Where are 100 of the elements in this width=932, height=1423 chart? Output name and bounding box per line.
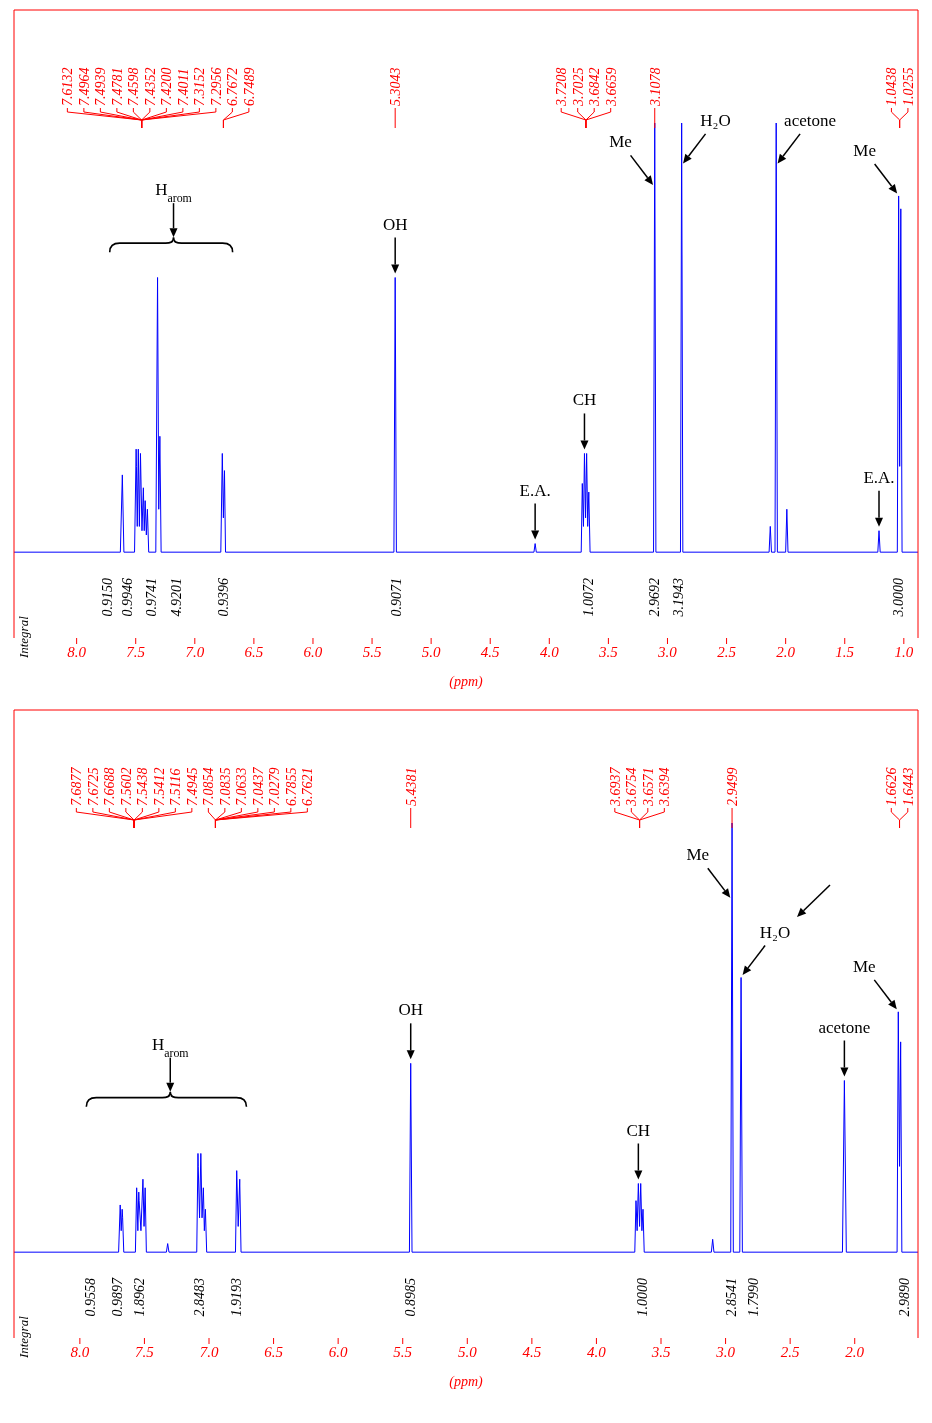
text: 5.4381 [403, 767, 419, 806]
text: 3.6394 [657, 767, 673, 807]
text: 7.4200 [159, 67, 175, 106]
text: 3.1943 [671, 577, 687, 618]
x-tick-label: 2.0 [845, 1343, 865, 1360]
x-tick-label: 4.5 [522, 1343, 542, 1360]
x-tick-label: 2.5 [780, 1343, 801, 1360]
text: 3.7025 [570, 67, 586, 107]
x-tick-label: 5.0 [421, 643, 442, 660]
text: 1.0438 [884, 67, 900, 106]
text: 3.6754 [624, 767, 640, 807]
text: 1.0000 [634, 1277, 650, 1317]
x-tick-label: 1.0 [894, 643, 914, 660]
x-tick-label: 6.0 [303, 643, 323, 660]
text: 6.7621 [300, 767, 316, 806]
text: 1.6626 [884, 767, 900, 806]
text: 3.7208 [554, 67, 570, 107]
text: 0.9897 [110, 1276, 126, 1317]
text: 5.3043 [388, 67, 404, 106]
x-tick-label: 4.0 [539, 643, 560, 660]
text: 1.0255 [900, 67, 916, 106]
text: 0.9396 [216, 577, 232, 617]
x-tick-label: 3.0 [657, 643, 678, 660]
x-tick-label: 7.0 [199, 1343, 219, 1360]
x-tick-label: 4.5 [480, 643, 501, 660]
annotation: OH [398, 1000, 423, 1020]
text: 7.5116 [168, 768, 184, 806]
text: 7.0835 [217, 767, 233, 806]
text: 3.6659 [603, 67, 619, 107]
x-tick-label: 5.5 [393, 1343, 413, 1360]
annotation: CH [626, 1120, 651, 1140]
text: 1.9193 [229, 1277, 245, 1317]
annotation: OH [382, 214, 408, 234]
text: 3.0000 [890, 577, 906, 618]
x-tick-label: 5.5 [362, 643, 382, 660]
text: 7.6725 [85, 767, 101, 806]
text: 6.7672 [225, 67, 241, 106]
text: 6.7489 [241, 67, 257, 106]
text: 0.9071 [388, 577, 404, 617]
text: 0.9741 [144, 577, 160, 617]
text: 2.9499 [725, 767, 741, 806]
text: Integral [16, 1315, 31, 1360]
x-axis-title: (ppm) [449, 1374, 484, 1390]
x-tick-label: 2.5 [717, 643, 737, 660]
x-tick-label: 8.0 [67, 643, 87, 660]
annotation: Me [852, 956, 876, 976]
text: 7.4598 [126, 67, 142, 106]
text: 7.0633 [234, 767, 250, 806]
text: 1.0072 [581, 577, 597, 617]
x-tick-label: 3.5 [650, 1343, 671, 1360]
annotation: H$_{arom}$ [151, 1034, 190, 1060]
text: 7.0437 [250, 766, 266, 806]
x-tick-label: 7.5 [135, 1343, 155, 1360]
text: 1.8962 [132, 1277, 148, 1317]
text: 1.7990 [745, 1277, 761, 1317]
text: 7.5412 [151, 767, 167, 806]
text: 2.8541 [723, 1277, 739, 1317]
text: 7.6877 [69, 766, 85, 806]
annotation: H₂O [759, 922, 791, 942]
annotation: E.A. [519, 480, 551, 500]
text: 7.0854 [201, 767, 217, 806]
text: 3.6937 [607, 766, 623, 807]
text: 2.9692 [647, 577, 663, 617]
annotation: Me [853, 140, 876, 160]
text: 0.9946 [120, 577, 136, 617]
x-tick-label: 7.5 [126, 643, 146, 660]
annotation: acetone [818, 1017, 871, 1037]
x-tick-label: 4.0 [587, 1343, 607, 1360]
text: 0.9150 [100, 577, 116, 617]
text: 0.9558 [83, 1277, 99, 1317]
text: 7.4352 [142, 67, 158, 106]
x-tick-label: 8.0 [70, 1343, 90, 1360]
text: 7.4964 [76, 67, 92, 106]
text: 4.9201 [168, 577, 184, 617]
x-tick-label: 6.5 [244, 643, 264, 660]
x-tick-label: 6.0 [328, 1343, 349, 1360]
annotation: H$_{arom}$ [155, 180, 193, 206]
text: 7.2956 [208, 67, 224, 106]
x-tick-label: 7.0 [185, 643, 205, 660]
text: 3.6842 [587, 67, 603, 107]
x-tick-label: 3.5 [598, 643, 619, 660]
text: 0.8985 [403, 1277, 419, 1317]
text: 3.1078 [647, 67, 663, 107]
text: Integral [16, 615, 31, 660]
x-tick-label: 5.0 [457, 1343, 478, 1360]
annotation: Me [609, 132, 632, 152]
text: 3.6571 [640, 767, 656, 807]
x-axis-title: (ppm) [449, 674, 484, 690]
text: 7.4939 [93, 67, 109, 106]
x-tick-label: 2.0 [776, 643, 796, 660]
x-tick-label: 6.5 [264, 1343, 284, 1360]
annotation: E.A. [863, 467, 895, 487]
x-tick-label: 3.0 [715, 1343, 736, 1360]
text: 7.5602 [118, 767, 134, 806]
annotation: acetone [784, 110, 837, 130]
text: 7.0279 [267, 767, 283, 806]
text: 6.7855 [283, 767, 299, 806]
text: 7.4011 [175, 68, 191, 106]
annotation: H₂O [700, 110, 731, 130]
x-tick-label: 1.5 [835, 643, 855, 660]
